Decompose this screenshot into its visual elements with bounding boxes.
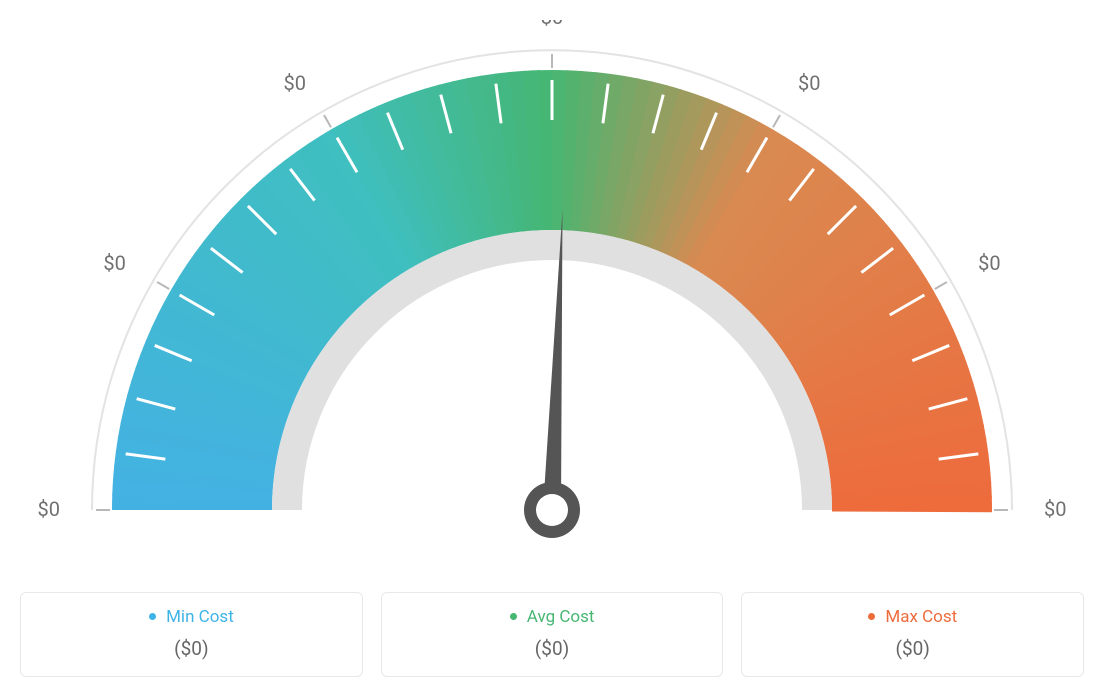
dot-icon (868, 613, 875, 620)
legend-card-avg: Avg Cost ($0) (381, 592, 724, 677)
legend-card-min: Min Cost ($0) (20, 592, 363, 677)
dot-icon (149, 613, 156, 620)
svg-text:$0: $0 (541, 20, 563, 29)
legend-row: Min Cost ($0) Avg Cost ($0) Max Cost ($0… (20, 592, 1084, 677)
legend-label-min: Min Cost (31, 607, 352, 627)
svg-text:$0: $0 (284, 71, 306, 95)
svg-text:$0: $0 (1044, 497, 1066, 521)
legend-value-max: ($0) (895, 637, 929, 660)
gauge-svg: $0 $0 $0 $0 $0 $0 $0 (20, 20, 1084, 580)
svg-text:$0: $0 (978, 251, 1000, 275)
legend-text: Avg Cost (527, 607, 595, 627)
svg-text:$0: $0 (38, 497, 60, 521)
legend-value-avg: ($0) (535, 637, 569, 660)
gauge-chart: $0 $0 $0 $0 $0 $0 $0 (20, 20, 1084, 580)
dot-icon (510, 613, 517, 620)
legend-value-min: ($0) (174, 637, 208, 660)
legend-card-max: Max Cost ($0) (741, 592, 1084, 677)
svg-text:$0: $0 (798, 71, 820, 95)
legend-text: Max Cost (885, 607, 957, 627)
svg-text:$0: $0 (103, 251, 125, 275)
legend-text: Min Cost (166, 607, 234, 627)
cost-gauge-widget: $0 $0 $0 $0 $0 $0 $0 Min Cost ($0) Avg Cost ($… (20, 20, 1084, 677)
legend-label-avg: Avg Cost (392, 607, 713, 627)
legend-label-max: Max Cost (752, 607, 1073, 627)
